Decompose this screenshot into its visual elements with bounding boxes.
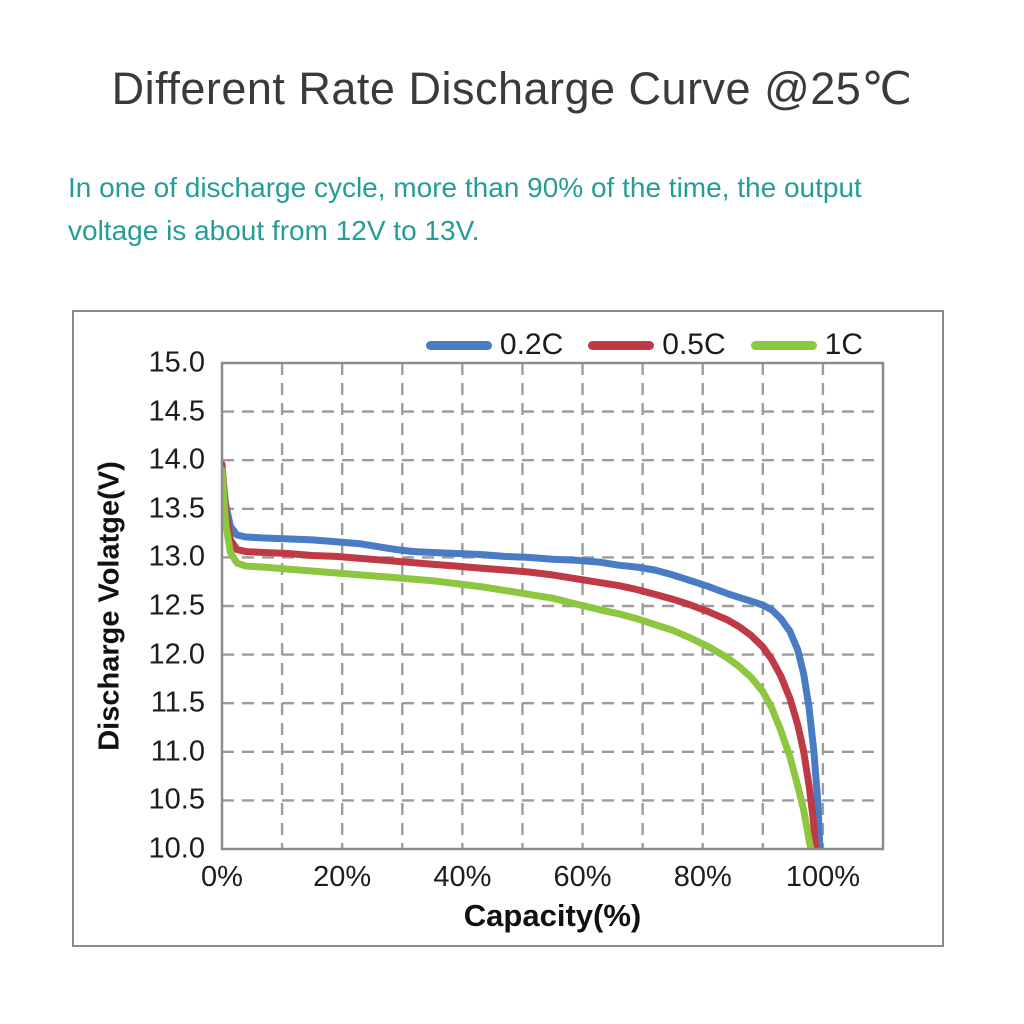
- plot-area: [220, 361, 885, 851]
- x-tick-label: 100%: [785, 861, 860, 893]
- chart-legend: 0.2C 0.5C 1C: [425, 328, 863, 362]
- legend-label: 0.5C: [662, 328, 726, 361]
- x-tick-label: 60%: [553, 861, 612, 893]
- chart-panel: 0.2C 0.5C 1C Discharge Volatge(V) Capacity…: [72, 310, 944, 947]
- series-line-0.5C: [222, 460, 820, 849]
- legend-item-0.2C: 0.2C: [425, 328, 564, 362]
- y-tick-label: 15.0: [148, 346, 205, 379]
- series-line-0.2C: [222, 468, 824, 849]
- plot-border: [220, 361, 885, 851]
- legend-item-0.5C: 0.5C: [588, 328, 726, 362]
- y-tick-label: 14.0: [148, 443, 205, 476]
- x-tick-label: 0%: [201, 861, 243, 893]
- subtitle: In one of discharge cycle, more than 90%…: [68, 166, 988, 252]
- legend-line-icon: [588, 340, 655, 350]
- y-axis-title: Discharge Volatge(V): [93, 461, 126, 751]
- subtitle-line-1: In one of discharge cycle, more than 90%…: [68, 172, 862, 203]
- x-tick-label: 80%: [673, 861, 732, 893]
- x-tick-label: 20%: [313, 861, 372, 893]
- legend-label: 0.2C: [499, 328, 564, 361]
- x-axis-title: Capacity(%): [463, 898, 642, 933]
- y-tick-label: 14.5: [148, 395, 205, 428]
- y-tick-label: 11.5: [150, 686, 205, 719]
- legend-line-icon: [750, 340, 817, 350]
- y-tick-label: 10.0: [148, 832, 205, 865]
- y-tick-label: 11.0: [150, 735, 205, 768]
- y-tick-label: 10.5: [148, 783, 205, 816]
- x-tick-label: 40%: [433, 861, 492, 893]
- series-line-1C: [222, 466, 815, 849]
- y-tick-label: 13.5: [148, 492, 205, 525]
- legend-label: 1C: [824, 328, 863, 361]
- y-tick-label: 12.5: [148, 589, 205, 622]
- subtitle-line-2: voltage is about from 12V to 13V.: [68, 215, 480, 246]
- y-tick-label: 12.0: [148, 638, 205, 671]
- y-tick-label: 13.0: [148, 540, 205, 573]
- legend-line-icon: [425, 340, 492, 350]
- legend-item-1C: 1C: [750, 328, 863, 362]
- page-title: Different Rate Discharge Curve @25℃: [111, 63, 913, 114]
